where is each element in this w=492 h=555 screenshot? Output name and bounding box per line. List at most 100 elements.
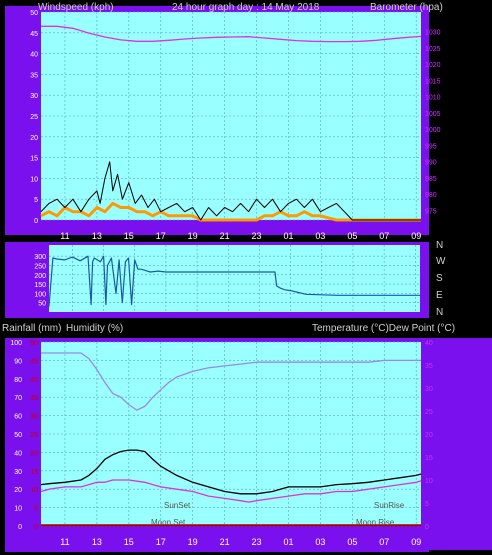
humidity-tick-label: 60 <box>14 414 22 421</box>
compass-label: N <box>436 307 443 318</box>
wind-gust-series <box>40 201 421 222</box>
x-tick-label: 21 <box>220 231 230 241</box>
humidity-tick-label: 10 <box>14 506 22 513</box>
x-tick-label: 03 <box>315 231 325 241</box>
rainfall-tick-label: 5 <box>34 506 38 513</box>
humidity-tick-label: 30 <box>14 469 22 476</box>
rainfall-tick-label: 20 <box>30 450 38 457</box>
direction-tick-label: 50 <box>38 301 46 308</box>
wind-direction-series <box>48 255 420 307</box>
barometer-axis-title: Barometer (hpa) <box>370 2 443 13</box>
rainfall-tick-label: 15 <box>30 469 38 476</box>
temperature-tick-label: 40 <box>425 340 433 347</box>
barometer-tick-label: 1030 <box>425 30 441 37</box>
x-tick-label: 15 <box>124 231 134 241</box>
x-tick-label: 11 <box>60 231 69 241</box>
compass-label: E <box>436 290 443 301</box>
barometer-tick-label: 1015 <box>425 78 441 85</box>
rainfall-tick-label: 10 <box>30 487 38 494</box>
barometer-tick-label: 1010 <box>425 95 441 102</box>
sunrise-label: SunRise <box>374 501 405 510</box>
sunset-label: SunSet <box>164 501 191 510</box>
barometer-tick-label: 990 <box>425 160 437 167</box>
temperature-tick-label: 30 <box>425 386 433 393</box>
x-tick-label: 05 <box>347 231 357 241</box>
humidity-tick-label: 50 <box>14 432 22 439</box>
rainfall-axis-title: Rainfall (mm) <box>2 323 61 334</box>
x-tick-label: 09 <box>411 231 421 241</box>
barometer-series <box>41 25 422 43</box>
x-tick-label: 23 <box>252 231 262 241</box>
barometer-tick-label: 1000 <box>425 127 441 134</box>
temperature-tick-label: 20 <box>425 432 433 439</box>
x-tick-label: 05 <box>347 537 357 547</box>
graph-title: 24 hour graph day : 14 May 2018 <box>172 2 320 13</box>
windspeed-tick-label: 35 <box>30 72 38 79</box>
temperature-tick-label: 10 <box>425 478 433 485</box>
x-tick-label: 13 <box>92 537 102 547</box>
direction-tick-label: 100 <box>34 291 46 298</box>
compass-label: W <box>436 256 446 267</box>
x-tick-label: 13 <box>92 231 102 241</box>
direction-tick-label: 300 <box>34 254 46 261</box>
windspeed-axis-title: Windspeed (kph) <box>38 2 114 13</box>
windspeed-tick-label: 15 <box>30 156 38 163</box>
temperature-tick-label: 15 <box>425 455 433 462</box>
humidity-series <box>41 352 421 411</box>
humidity-tick-label: 40 <box>14 450 22 457</box>
x-tick-label: 19 <box>188 537 198 547</box>
barometer-tick-label: 975 <box>425 208 437 215</box>
humidity-tick-label: 20 <box>14 487 22 494</box>
x-tick-label: 15 <box>124 537 134 547</box>
dewpoint-series <box>40 479 422 503</box>
barometer-tick-label: 980 <box>425 192 437 199</box>
x-tick-label: 17 <box>156 537 166 547</box>
windspeed-series <box>40 161 421 221</box>
compass-label: N <box>436 240 443 251</box>
humidity-tick-label: 100 <box>10 340 22 347</box>
moonrise-label: Moon Rise <box>356 518 395 527</box>
windspeed-tick-label: 0 <box>34 218 38 225</box>
x-tick-label: 01 <box>283 231 293 241</box>
rainfall-tick-label: 40 <box>30 377 38 384</box>
temperature-tick-label: 5 <box>425 501 429 508</box>
temperature-series <box>40 449 422 495</box>
humidity-tick-label: 80 <box>14 377 22 384</box>
temperature-tick-label: 35 <box>425 363 433 370</box>
windspeed-tick-label: 40 <box>30 52 38 59</box>
rainfall-tick-label: 35 <box>30 395 38 402</box>
moonset-label: Moon Set <box>151 518 186 527</box>
x-tick-label: 03 <box>315 537 325 547</box>
barometer-tick-label: 1020 <box>425 62 441 69</box>
x-tick-label: 01 <box>283 537 293 547</box>
temperature-tick-label: 0 <box>425 524 429 531</box>
barometer-tick-label: 995 <box>425 143 437 150</box>
windspeed-tick-label: 25 <box>30 114 38 121</box>
windspeed-tick-label: 10 <box>30 176 38 183</box>
x-tick-label: 07 <box>379 537 389 547</box>
x-tick-label: 11 <box>60 537 69 547</box>
windspeed-tick-label: 20 <box>30 135 38 142</box>
humidity-axis-title: Humidity (%) <box>66 323 123 334</box>
direction-tick-label: 150 <box>34 282 46 289</box>
compass-label: S <box>436 273 443 284</box>
x-tick-label: 21 <box>220 537 230 547</box>
rainfall-tick-label: 50 <box>30 340 38 347</box>
humidity-tick-label: 90 <box>14 358 22 365</box>
windspeed-tick-label: 45 <box>30 31 38 38</box>
windspeed-tick-label: 50 <box>30 10 38 17</box>
barometer-tick-label: 1025 <box>425 46 441 53</box>
x-tick-label: 23 <box>252 537 262 547</box>
rainfall-tick-label: 25 <box>30 432 38 439</box>
rainfall-tick-label: 0 <box>34 524 38 531</box>
direction-tick-label: 250 <box>34 263 46 270</box>
barometer-tick-label: 1005 <box>425 111 441 118</box>
windspeed-tick-label: 30 <box>30 93 38 100</box>
temperature-axis-title: Temperature (°C)Dew Point (°C) <box>312 323 455 334</box>
humidity-tick-label: 70 <box>14 395 22 402</box>
temperature-tick-label: 25 <box>425 409 433 416</box>
rainfall-tick-label: 45 <box>30 358 38 365</box>
x-tick-label: 07 <box>379 231 389 241</box>
x-tick-label: 09 <box>411 537 421 547</box>
